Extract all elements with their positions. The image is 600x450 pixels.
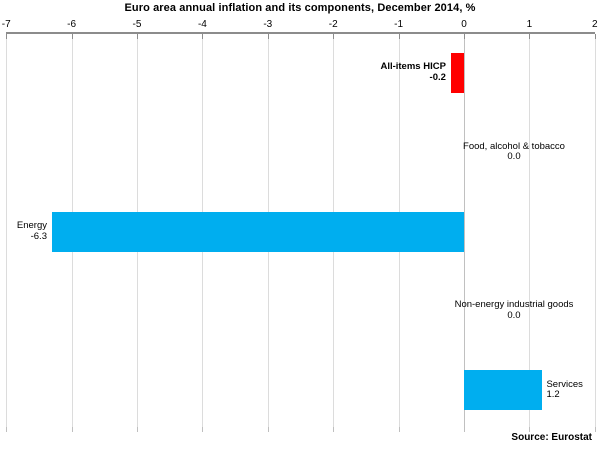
x-tick-label: -1 [394,19,404,30]
x-axis-tick [594,34,596,39]
x-axis-tick [398,34,400,39]
bar-value: -6.3 [30,230,47,242]
bottom-axis-tick [137,427,138,432]
source-label: Source: Eurostat [511,432,592,443]
bar-category-name: Non-energy industrial goods [454,299,574,311]
x-axis-tick [6,34,8,39]
bottom-axis-tick [202,427,204,432]
x-tick-label: -7 [1,19,11,30]
bar-label-non-energy-industrial-goods: Non-energy industrial goods 0.0 [455,300,574,321]
gridline [529,34,531,432]
bottom-axis-tick [398,427,400,432]
x-tick-label: -2 [328,19,338,30]
bottom-axis-tick [529,427,531,432]
bar-value: -0.2 [429,71,446,83]
bottom-axis-tick [6,427,8,432]
x-tick-label: -6 [67,19,77,30]
x-tick-label: -4 [197,19,207,30]
bar-value: 0.0 [507,151,521,163]
bar-category-name: Energy [16,220,47,231]
x-tick-label: -3 [263,19,273,30]
bar-label-all-items-hicp: All-items HICP -0.2 [380,62,445,83]
bottom-axis-tick [71,427,73,432]
x-axis-tick [333,34,335,39]
bar-value: 0.0 [507,309,521,321]
x-axis-tick [71,34,73,39]
x-tick-label: 1 [526,19,533,30]
bar-category-name: All-items HICP [380,61,446,73]
bar-category-name: Food, alcohol & tobacco [463,140,565,152]
gridline [594,34,596,432]
bar-label-food-alcohol-tobacco: Food, alcohol & tobacco 0.0 [463,140,565,163]
bar-services [464,370,543,411]
zero-gridline [464,34,465,432]
x-axis-tick [529,34,531,39]
bar-all-items-hicp [450,52,464,93]
x-axis-tick [137,34,138,39]
x-axis-tick [202,34,204,39]
x-axis-tick [464,34,465,39]
x-axis-tick [267,34,269,39]
bar-label-services: Services 1.2 [546,378,583,401]
bottom-axis-tick [267,427,269,432]
gridline [6,34,8,432]
chart-title: Euro area annual inflation and its compo… [124,2,476,14]
bar-label-energy: Energy -6.3 [16,220,47,242]
bar-energy [51,211,464,252]
x-tick-label: 0 [461,19,467,30]
x-tick-label: -5 [132,19,142,30]
bottom-axis-tick [333,427,335,432]
bottom-axis-tick [594,427,596,432]
bar-category-name: Services [546,378,583,390]
x-axis-line [6,32,595,34]
x-tick-label: 2 [592,19,598,30]
bottom-axis-tick [464,427,465,432]
bar-value: 1.2 [546,389,560,401]
